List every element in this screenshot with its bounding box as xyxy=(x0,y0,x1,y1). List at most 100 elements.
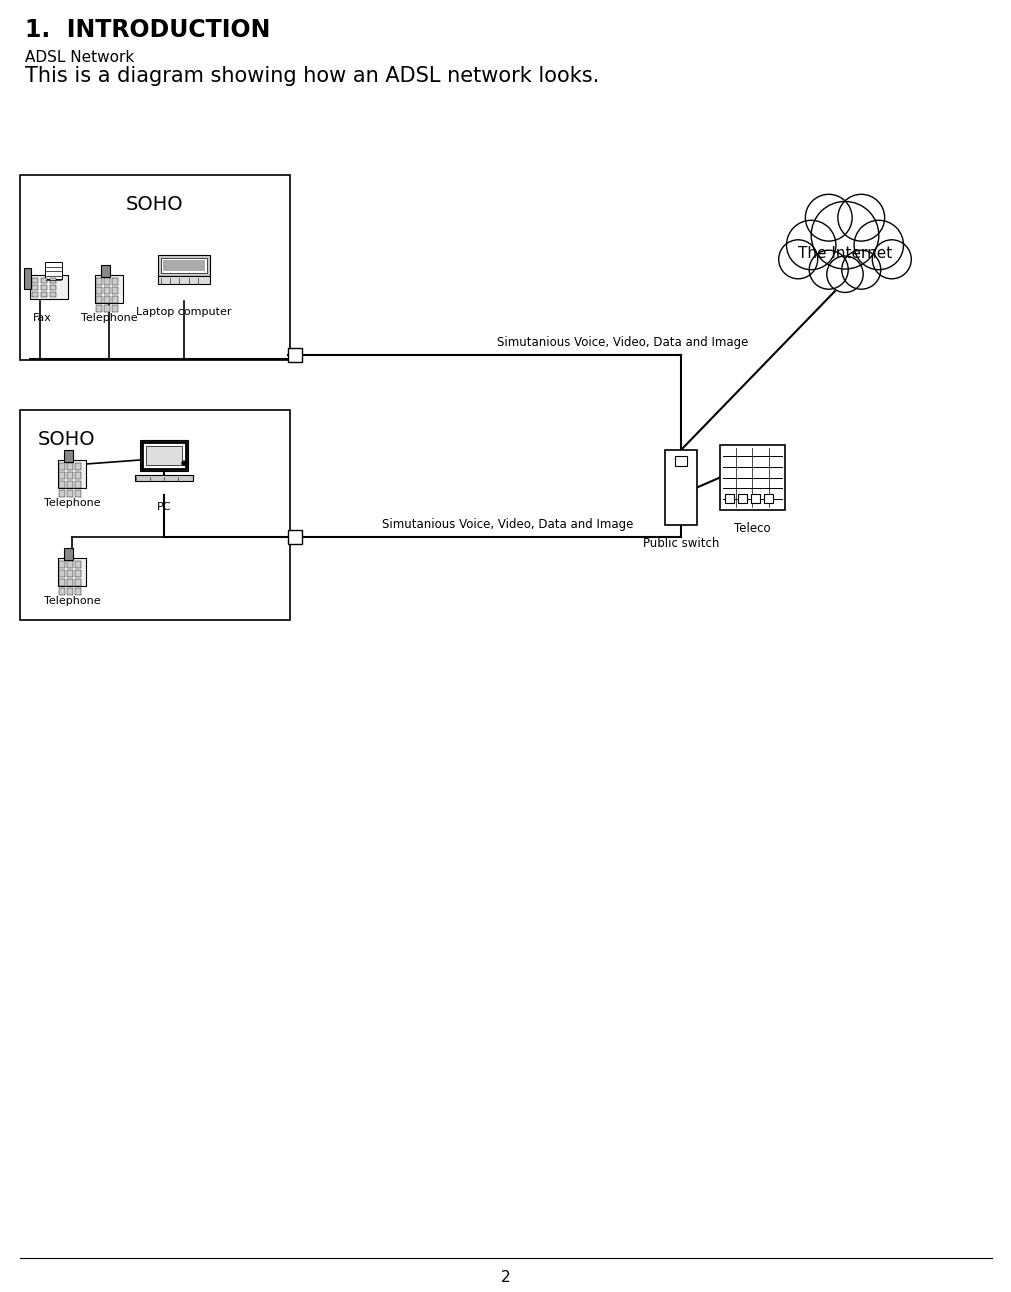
Text: PC: PC xyxy=(157,503,171,512)
Text: Simutanious Voice, Video, Data and Image: Simutanious Voice, Video, Data and Image xyxy=(381,518,633,531)
Bar xyxy=(112,287,118,295)
Bar xyxy=(20,174,290,360)
Bar xyxy=(60,588,66,596)
Circle shape xyxy=(871,240,910,279)
Bar xyxy=(68,490,74,497)
Bar xyxy=(76,464,81,470)
Bar xyxy=(68,482,74,488)
Text: SOHO: SOHO xyxy=(126,195,184,214)
Circle shape xyxy=(809,251,847,289)
Bar xyxy=(58,460,86,488)
Bar xyxy=(763,494,772,503)
Bar xyxy=(104,287,110,295)
Bar xyxy=(100,265,110,278)
Bar xyxy=(30,275,68,298)
Bar xyxy=(142,442,186,469)
Bar xyxy=(96,305,102,313)
Bar xyxy=(68,473,74,479)
Bar xyxy=(674,456,686,466)
Bar xyxy=(288,348,301,362)
Bar xyxy=(60,570,66,578)
Bar xyxy=(104,278,110,286)
Text: Telephone: Telephone xyxy=(43,596,100,606)
Bar xyxy=(50,286,56,289)
Bar xyxy=(50,278,56,283)
Bar xyxy=(76,570,81,578)
Bar xyxy=(68,561,74,568)
Bar xyxy=(664,450,697,525)
Circle shape xyxy=(853,221,903,270)
Bar xyxy=(104,305,110,313)
Bar xyxy=(719,444,785,510)
Bar xyxy=(68,570,74,578)
Bar xyxy=(60,579,66,587)
Bar xyxy=(76,579,81,587)
Bar xyxy=(32,286,37,289)
Text: Teleco: Teleco xyxy=(733,522,770,535)
Bar xyxy=(161,258,207,273)
Bar xyxy=(60,473,66,479)
Bar xyxy=(76,561,81,568)
Text: This is a diagram showing how an ADSL network looks.: This is a diagram showing how an ADSL ne… xyxy=(25,66,599,87)
Bar xyxy=(76,473,81,479)
Bar xyxy=(60,482,66,488)
Circle shape xyxy=(841,251,880,289)
Bar xyxy=(60,464,66,470)
Bar xyxy=(163,260,205,271)
Bar xyxy=(50,292,56,297)
Bar xyxy=(68,588,74,596)
Bar xyxy=(135,475,193,481)
Bar xyxy=(64,548,74,561)
Text: Telephone: Telephone xyxy=(81,313,137,323)
Bar xyxy=(45,261,63,279)
Bar xyxy=(158,255,210,276)
Bar xyxy=(750,494,759,503)
Text: 1.  INTRODUCTION: 1. INTRODUCTION xyxy=(25,18,270,43)
Bar xyxy=(288,530,301,544)
Bar xyxy=(104,296,110,304)
Text: Laptop computer: Laptop computer xyxy=(136,307,232,317)
Bar xyxy=(96,278,102,286)
Text: SOHO: SOHO xyxy=(38,430,95,450)
Bar xyxy=(112,278,118,286)
Bar xyxy=(20,410,290,620)
Circle shape xyxy=(805,194,851,242)
Circle shape xyxy=(811,202,878,269)
Text: Simutanious Voice, Video, Data and Image: Simutanious Voice, Video, Data and Image xyxy=(496,336,748,349)
Bar xyxy=(68,579,74,587)
Circle shape xyxy=(786,221,835,270)
Bar xyxy=(68,464,74,470)
Bar xyxy=(96,287,102,295)
Text: 2: 2 xyxy=(500,1270,511,1286)
Bar xyxy=(64,450,74,463)
Bar xyxy=(76,482,81,488)
Bar xyxy=(76,490,81,497)
Circle shape xyxy=(826,256,862,292)
Bar xyxy=(112,296,118,304)
Bar xyxy=(24,269,31,289)
Bar xyxy=(112,305,118,313)
Bar xyxy=(40,286,47,289)
Bar xyxy=(146,446,182,465)
Bar xyxy=(76,588,81,596)
Bar xyxy=(32,292,37,297)
Text: ADSL Network: ADSL Network xyxy=(25,50,134,65)
Bar xyxy=(737,494,746,503)
Bar xyxy=(60,490,66,497)
Text: Fax: Fax xyxy=(32,313,52,323)
Bar xyxy=(60,561,66,568)
Circle shape xyxy=(182,461,186,465)
Text: The Internet: The Internet xyxy=(797,245,892,261)
Bar xyxy=(40,292,47,297)
Circle shape xyxy=(837,194,884,242)
Text: Telephone: Telephone xyxy=(43,497,100,508)
Text: Public switch: Public switch xyxy=(642,537,719,550)
Bar xyxy=(96,296,102,304)
Circle shape xyxy=(777,240,817,279)
Bar xyxy=(724,494,733,503)
Bar xyxy=(95,274,123,304)
Bar xyxy=(32,278,37,283)
Bar xyxy=(140,441,188,472)
Bar xyxy=(40,278,47,283)
Bar xyxy=(158,276,210,284)
